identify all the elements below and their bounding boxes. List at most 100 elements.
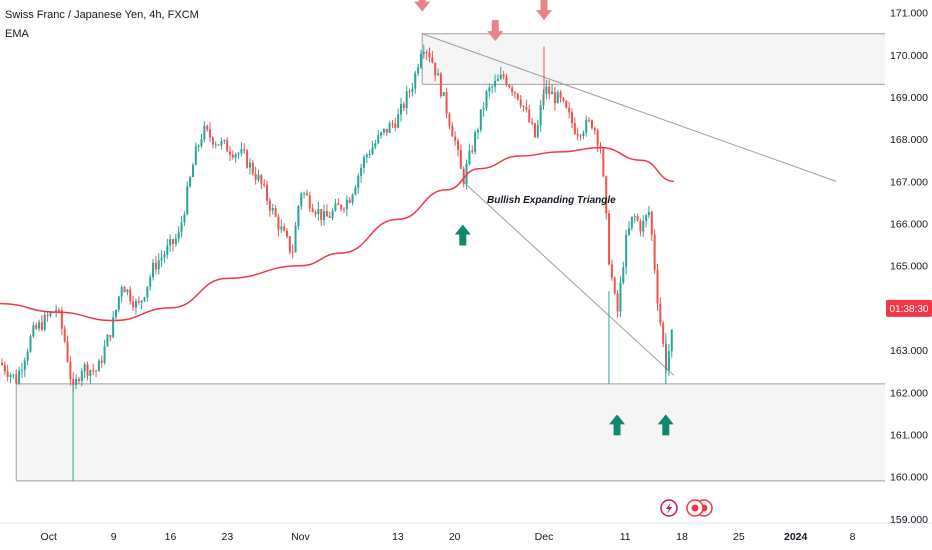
candle-body [137,301,140,303]
lightning-icon[interactable] [660,499,678,517]
x-tick-label: Oct [41,531,57,543]
candle-body [442,92,445,97]
candle-body [206,125,209,130]
candle-body [240,149,243,154]
candle-body [397,114,400,128]
candle-body [605,176,608,214]
candle-body [191,165,194,177]
candle-body [471,150,474,152]
x-tick-label: 2024 [784,531,808,543]
candle-body [291,251,294,253]
candle-body [186,186,189,215]
zones-layer [15,33,886,482]
candle-body [126,289,129,293]
candle-body [636,216,639,221]
candle-body [488,87,491,92]
candle-body [525,107,528,110]
candle-body [231,154,234,158]
candle-body [439,73,442,97]
candle-body [659,303,662,324]
zone-1 [16,383,886,481]
candle-body [89,370,92,376]
candle-body [588,119,591,121]
y-axis: 159.000160.000161.000162.000163.000164.0… [890,8,928,526]
candle-body [106,335,109,347]
candle-body [437,73,440,76]
candle-body [223,140,226,142]
candle-body [194,146,197,166]
candle-body [531,121,534,124]
candle-body [160,257,163,261]
candle-body [43,314,46,330]
candle-body [18,370,21,384]
candle-body [360,167,363,176]
arrow-up-icon [657,414,674,436]
candle-body [494,80,497,87]
candle-body [662,323,665,344]
candle-body [180,222,183,233]
candle-body [408,91,411,93]
trendline-layer [422,33,837,376]
candle-body [140,300,143,303]
candle-body [642,220,645,232]
candle-body [189,176,192,187]
candle-body [545,86,548,94]
x-tick-label: 23 [221,531,233,543]
candle-body [579,135,582,137]
candle-body [457,140,459,150]
candle-body [260,175,263,184]
candle-body [411,88,414,92]
candle-body [20,369,23,371]
candle-body [154,262,157,270]
zone-0 [422,33,885,85]
y-tick-label: 160.000 [890,472,928,484]
candle-body [209,129,212,138]
candle-body [305,193,308,196]
candle-body [251,162,254,174]
candle-body [445,92,448,114]
candle-body [374,143,377,148]
candle-body [371,147,374,155]
candle-body [280,226,283,230]
candle-body [77,379,80,381]
candle-body [80,371,83,381]
candle-body [616,293,619,312]
candle-body [596,130,599,146]
candle-body [100,360,103,363]
y-tick-label: 169.000 [890,92,928,104]
candle-body [647,212,650,216]
candle-body [46,314,49,316]
candle-body [419,54,422,68]
candle-body [163,254,166,258]
candle-body [365,154,368,158]
y-tick-label: 168.000 [890,134,928,146]
candle-body [633,216,636,218]
candle-body [511,87,514,93]
candle-body [97,360,100,372]
candle-body [608,213,611,265]
candle-body [656,269,659,304]
y-tick-label: 167.000 [890,176,928,188]
candle-body [86,364,89,376]
candle-body [573,123,576,134]
trendline-0 [422,33,837,182]
candle-body [166,245,169,255]
candle-body [417,67,420,74]
chart-title: Swiss Franc / Japanese Yen, 4h, FXCM [5,9,199,21]
candle-body [522,105,525,108]
candle-body [197,145,200,147]
candle-body [294,226,297,253]
candle-body [35,325,38,329]
candle-body [226,140,229,152]
candle-body [602,148,605,177]
candle-body [593,128,596,131]
candle-body [268,200,271,211]
candle-body [317,209,320,215]
candle-body [6,371,9,377]
indicator-label[interactable]: EMA [5,28,29,40]
candle-body [12,374,15,376]
event-marker-icon[interactable] [686,499,713,517]
candle-body [476,129,479,133]
candle-body [214,144,217,146]
